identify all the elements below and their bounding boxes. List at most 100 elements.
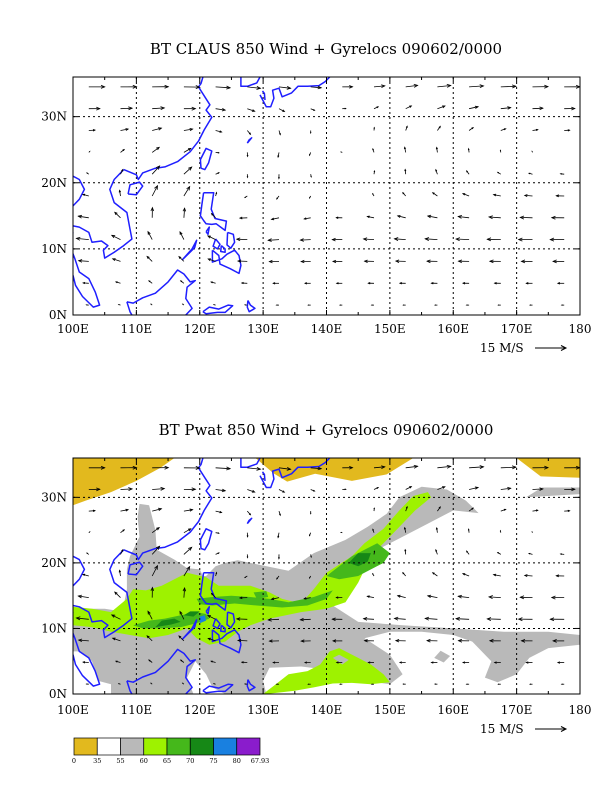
- wind-arrow: [310, 511, 312, 515]
- wind-arrow: [403, 526, 407, 533]
- wind-arrow: [461, 193, 470, 197]
- wind-arrow: [118, 189, 122, 197]
- wind-arrow: [373, 126, 375, 131]
- wind-arrow: [183, 546, 193, 555]
- coastline: [246, 300, 256, 313]
- pwat-darkgreen-region: [183, 611, 200, 617]
- lat-tick-label: 0N: [49, 308, 67, 322]
- wind-arrow: [532, 128, 539, 132]
- coastline: [246, 517, 253, 525]
- wind-arrow: [435, 146, 438, 153]
- wind-arrow: [238, 596, 248, 600]
- lat-tick-label: 20N: [41, 176, 67, 190]
- wind-arrow: [469, 105, 480, 110]
- wind-arrow: [527, 172, 533, 175]
- coastline: [199, 571, 228, 611]
- wind-arrow: [246, 174, 249, 179]
- wind-arrow: [461, 573, 470, 577]
- wind-arrow: [151, 184, 158, 197]
- wind-arrow: [549, 617, 565, 622]
- reference-arrowhead: [560, 726, 568, 732]
- wind-arrow: [424, 237, 438, 241]
- wind-arrow: [179, 230, 185, 240]
- wind-arrow: [404, 548, 407, 555]
- wind-arrow: [278, 466, 292, 471]
- wind-arrow: [486, 617, 501, 621]
- wind-arrow: [468, 126, 475, 131]
- wind-arrow: [206, 615, 216, 620]
- pwat-yellow-region: [73, 458, 175, 506]
- pwat-gray-region: [434, 650, 451, 663]
- wind-arrow: [243, 304, 248, 306]
- wind-arrow: [308, 575, 312, 579]
- wind-arrow: [339, 683, 343, 685]
- wind-arrow: [308, 532, 312, 537]
- wind-arrow: [457, 594, 470, 599]
- coastline: [246, 137, 253, 144]
- wind-arrow: [88, 465, 106, 470]
- wind-arrow: [304, 282, 311, 285]
- lat-tick-label: 10N: [41, 621, 67, 635]
- lon-tick-label: 130E: [247, 322, 279, 336]
- wind-arrow: [362, 617, 375, 621]
- wind-arrow: [307, 304, 311, 306]
- wind-arrow: [424, 616, 438, 621]
- axis-ticks: 100E 110E 120E 130E 140E 150E 160E 170E 180 0N 10N…: [41, 77, 591, 336]
- wind-arrow: [532, 509, 539, 512]
- panel-claus-map: 100E 110E 120E 130E 140E 150E 160E 170E 180 0N 10N…: [41, 76, 591, 355]
- lon-tick-label: 180: [569, 322, 592, 336]
- panel-pwat-title: BT Pwat 850 Wind + Gyrelocs 090602/0000: [158, 421, 494, 439]
- coastline: [123, 77, 213, 181]
- lon-tick-label: 120E: [184, 703, 216, 717]
- wind-arrow: [342, 85, 354, 89]
- wind-arrow: [120, 529, 126, 534]
- wind-arrow: [370, 683, 374, 685]
- wind-arrow: [373, 106, 380, 110]
- wind-arrow: [455, 237, 470, 242]
- wind-arrow: [500, 465, 517, 470]
- wind-arrow: [468, 507, 475, 512]
- wind-arrow: [560, 304, 565, 306]
- lon-tick-label: 170E: [501, 703, 533, 717]
- wind-arrow: [276, 195, 280, 200]
- coastline: [127, 561, 144, 576]
- wind-arrow: [120, 168, 124, 175]
- wind-arrow: [367, 282, 375, 285]
- wind-arrow: [434, 304, 438, 306]
- wind-arrow: [152, 486, 166, 491]
- wind-arrow: [310, 174, 312, 178]
- wind-arrow: [75, 616, 89, 621]
- wind-arrow: [150, 206, 155, 218]
- wind-arrow: [437, 464, 452, 469]
- wind-arrow: [151, 564, 158, 577]
- coastline: [202, 304, 234, 315]
- wind-arrow: [394, 639, 406, 643]
- lat-tick-label: 20N: [41, 556, 67, 570]
- wind-arrow: [373, 84, 386, 89]
- wind-arrow: [525, 282, 533, 285]
- panel-claus-title: BT CLAUS 850 Wind + Gyrelocs 090602/0000: [149, 40, 503, 58]
- wind-arrow: [496, 551, 502, 555]
- wind-arrow: [272, 661, 280, 664]
- wind-arrow: [183, 487, 197, 492]
- wind-arrow: [88, 509, 96, 513]
- wind-arrow: [373, 465, 386, 469]
- lat-tick-label: 30N: [41, 490, 67, 504]
- coastline: [212, 618, 221, 630]
- wind-arrow: [152, 106, 166, 111]
- wind-arrow: [183, 528, 192, 534]
- wind-arrow: [520, 259, 533, 264]
- wind-arrow: [267, 238, 280, 242]
- wind-arrow: [88, 84, 106, 89]
- wind-arrow: [373, 550, 376, 555]
- wind-arrow: [367, 661, 374, 664]
- lon-tick-label: 180: [569, 703, 592, 717]
- pwat-shading: [73, 458, 580, 694]
- wind-arrow: [396, 594, 406, 598]
- coastline: [199, 191, 228, 232]
- wind-arrow: [278, 130, 281, 136]
- wind-arrow: [120, 465, 138, 470]
- wind-arrow: [457, 638, 470, 643]
- wind-arrow: [430, 282, 438, 285]
